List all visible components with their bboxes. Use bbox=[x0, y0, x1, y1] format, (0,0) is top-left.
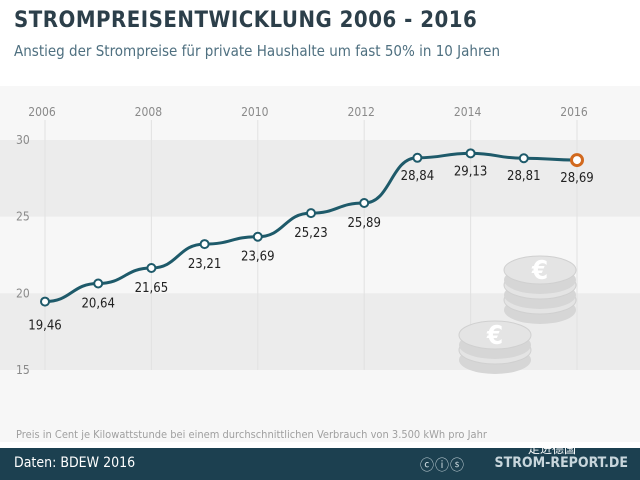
data-point bbox=[199, 239, 210, 250]
data-label: 25,89 bbox=[347, 216, 380, 231]
coin-icon bbox=[458, 320, 532, 350]
data-label: 23,21 bbox=[188, 257, 221, 272]
y-tick-label: 30 bbox=[16, 133, 30, 147]
watermark: 走进德国 bbox=[528, 442, 577, 456]
data-label: 28,81 bbox=[507, 169, 540, 184]
brand-link[interactable]: STROM-REPORT.DE bbox=[494, 455, 628, 471]
data-label: 19,46 bbox=[28, 319, 61, 334]
data-point bbox=[359, 198, 370, 209]
data-point bbox=[412, 152, 423, 163]
chart-subtitle: Anstieg der Strompreise für private Haus… bbox=[14, 42, 501, 60]
x-tick-label: 2010 bbox=[241, 105, 269, 119]
x-tick-label: 2014 bbox=[454, 105, 482, 119]
footer-bar bbox=[0, 448, 640, 480]
data-label: 28,84 bbox=[401, 169, 434, 184]
data-label: 29,13 bbox=[454, 164, 487, 179]
coin-icon bbox=[503, 255, 577, 285]
data-point bbox=[146, 263, 157, 274]
x-tick-label: 2012 bbox=[347, 105, 374, 119]
data-label: 25,23 bbox=[294, 226, 327, 241]
x-tick-label: 2006 bbox=[28, 105, 56, 119]
y-tick-label: 20 bbox=[16, 286, 30, 300]
euro-icon: € bbox=[486, 321, 503, 351]
data-point bbox=[252, 231, 263, 242]
data-label: 21,65 bbox=[135, 281, 168, 296]
creative-commons-icon: ⓒⓘⓢ bbox=[420, 458, 465, 474]
data-point bbox=[465, 148, 476, 159]
data-point bbox=[570, 153, 584, 168]
data-label: 28,69 bbox=[560, 171, 593, 186]
y-tick-label: 15 bbox=[16, 363, 30, 377]
data-label: 23,69 bbox=[241, 250, 274, 265]
y-tick-label: 25 bbox=[16, 210, 30, 224]
data-point bbox=[93, 278, 104, 289]
band bbox=[0, 140, 640, 217]
data-point bbox=[518, 153, 529, 164]
footnote: Preis in Cent je Kilowattstunde bei eine… bbox=[16, 428, 487, 441]
x-tick-label: 2008 bbox=[135, 105, 163, 119]
x-tick-label: 2016 bbox=[560, 105, 588, 119]
chart-title: STROMPREISENTWICKLUNG 2006 - 2016 bbox=[14, 8, 478, 33]
data-label: 20,64 bbox=[81, 296, 114, 311]
data-source: Daten: BDEW 2016 bbox=[14, 455, 136, 471]
data-point bbox=[306, 208, 316, 219]
data-point bbox=[40, 296, 50, 307]
euro-icon: € bbox=[531, 256, 548, 286]
